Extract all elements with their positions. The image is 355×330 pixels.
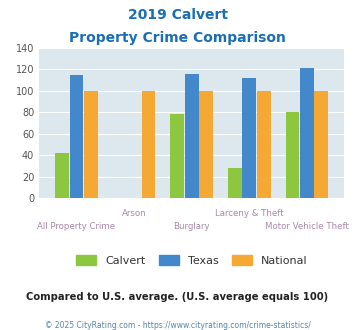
Text: Burglary: Burglary — [173, 222, 210, 231]
Text: 2019 Calvert: 2019 Calvert — [127, 8, 228, 22]
Text: Property Crime Comparison: Property Crime Comparison — [69, 31, 286, 45]
Bar — [84, 91, 98, 198]
Text: Motor Vehicle Theft: Motor Vehicle Theft — [265, 222, 349, 231]
Bar — [242, 78, 256, 198]
Bar — [228, 168, 242, 198]
Bar — [257, 91, 271, 198]
Legend: Calvert, Texas, National: Calvert, Texas, National — [72, 251, 312, 271]
Bar — [185, 74, 198, 198]
Text: © 2025 CityRating.com - https://www.cityrating.com/crime-statistics/: © 2025 CityRating.com - https://www.city… — [45, 321, 310, 330]
Bar — [142, 91, 155, 198]
Bar — [300, 68, 314, 198]
Bar — [315, 91, 328, 198]
Bar — [199, 91, 213, 198]
Text: Larceny & Theft: Larceny & Theft — [215, 209, 284, 218]
Text: All Property Crime: All Property Crime — [37, 222, 116, 231]
Bar — [70, 75, 83, 198]
Bar — [170, 115, 184, 198]
Text: Compared to U.S. average. (U.S. average equals 100): Compared to U.S. average. (U.S. average … — [26, 292, 329, 302]
Bar — [55, 153, 69, 198]
Bar — [285, 112, 299, 198]
Text: Arson: Arson — [122, 209, 146, 218]
